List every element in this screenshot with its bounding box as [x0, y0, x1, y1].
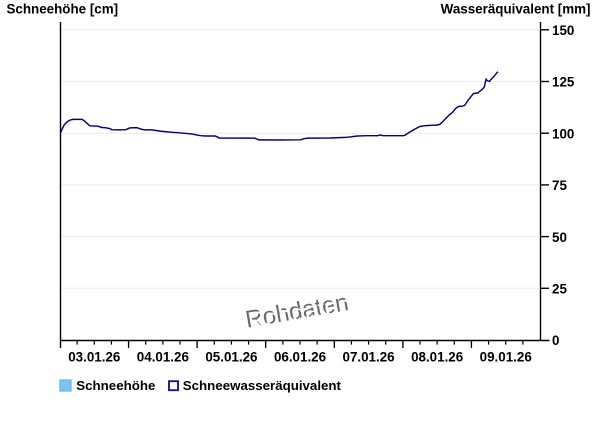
svg-text:Wasseräquivalent [mm]: Wasseräquivalent [mm]: [441, 2, 591, 17]
svg-text:100: 100: [552, 126, 574, 141]
svg-text:150: 150: [552, 23, 574, 38]
svg-text:50: 50: [552, 230, 567, 245]
svg-text:75: 75: [552, 178, 567, 193]
svg-text:Schneehöhe: Schneehöhe: [76, 378, 155, 393]
svg-text:Schneehöhe [cm]: Schneehöhe [cm]: [7, 2, 119, 17]
svg-text:04.01.26: 04.01.26: [137, 350, 189, 365]
svg-text:0: 0: [552, 333, 559, 348]
svg-text:09.01.26: 09.01.26: [480, 350, 532, 365]
svg-text:05.01.26: 05.01.26: [205, 350, 257, 365]
svg-text:07.01.26: 07.01.26: [343, 350, 395, 365]
svg-text:125: 125: [552, 75, 575, 90]
svg-text:03.01.26: 03.01.26: [68, 350, 120, 365]
svg-text:08.01.26: 08.01.26: [411, 350, 463, 365]
svg-text:Schneewasseräquivalent: Schneewasseräquivalent: [183, 378, 342, 393]
svg-text:25: 25: [552, 282, 567, 297]
svg-text:06.01.26: 06.01.26: [274, 350, 326, 365]
